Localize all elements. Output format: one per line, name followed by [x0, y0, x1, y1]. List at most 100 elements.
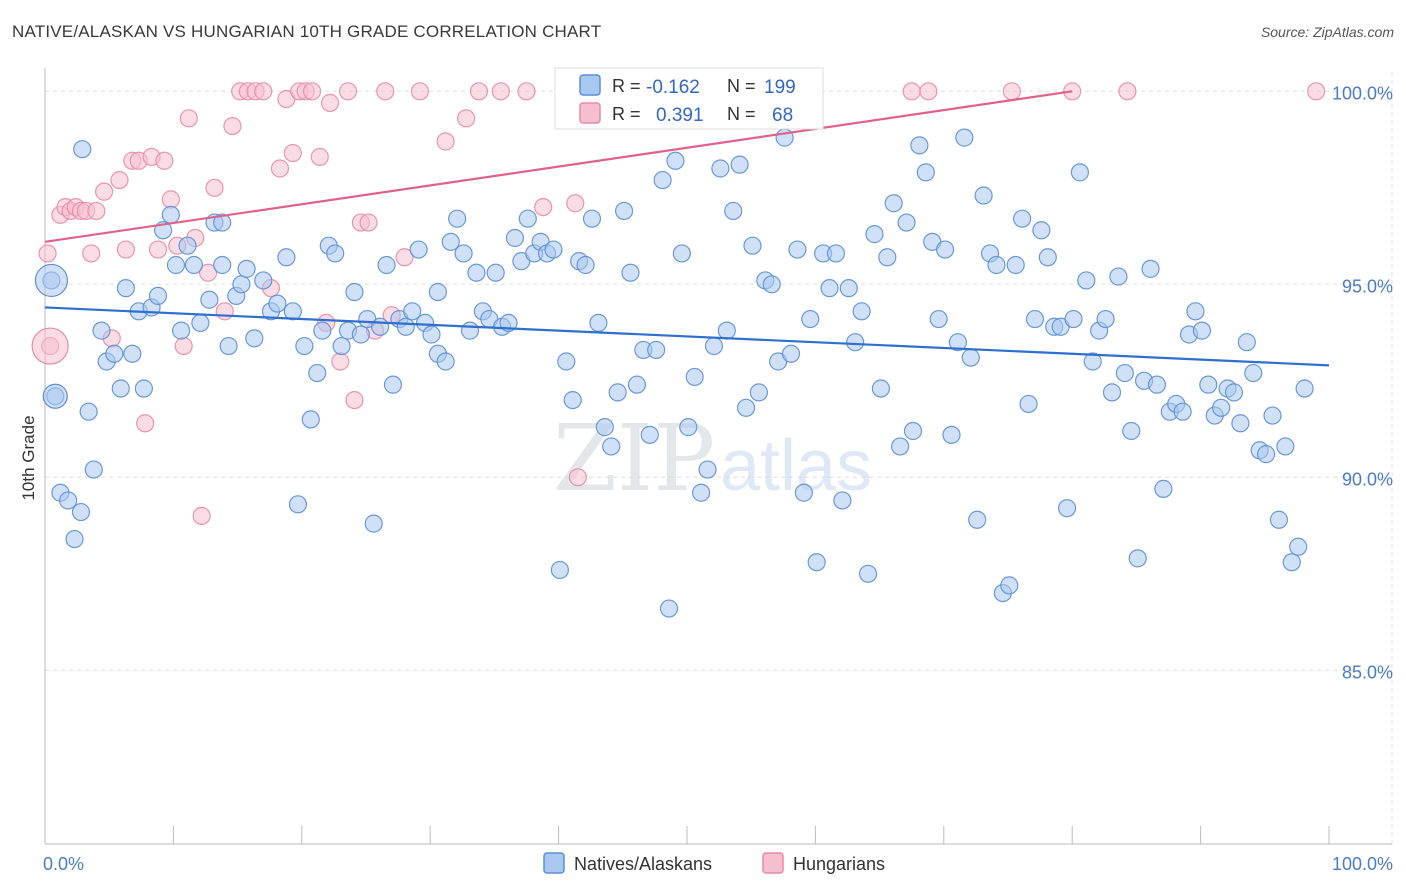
natives-point [833, 491, 852, 510]
natives-point [762, 275, 781, 294]
natives-point [268, 294, 287, 313]
natives-point [679, 418, 698, 437]
natives-point [505, 228, 525, 248]
legend-bottom-swatch-blue [543, 852, 565, 874]
natives-point [724, 201, 743, 221]
chart-title: NATIVE/ALASKAN VS HUNGARIAN 10TH GRADE C… [12, 22, 602, 41]
hungarians-point [1307, 82, 1326, 101]
hungarians-point [376, 82, 395, 101]
natives-point [653, 170, 672, 190]
natives-point [1186, 302, 1205, 321]
hungarians-point [223, 116, 242, 136]
y-tick-label-1: 95.0% [1342, 276, 1393, 296]
hungarians-point [320, 93, 340, 112]
natives-point [213, 255, 232, 275]
natives-point [685, 367, 704, 387]
natives-point [968, 510, 987, 529]
hungarians-point [116, 240, 135, 259]
natives-point [59, 491, 78, 510]
hungarians-point [534, 198, 553, 217]
natives-point [288, 495, 308, 514]
natives-point [595, 418, 614, 437]
legend-n-label-2: N = [727, 104, 756, 124]
natives-point [659, 599, 679, 618]
natives-point [935, 240, 955, 259]
natives-point [1128, 549, 1147, 568]
hungarians-point [331, 352, 350, 371]
natives-point [1256, 445, 1276, 464]
hungarians-point [469, 82, 489, 101]
natives-point [794, 483, 813, 502]
natives-trend-line [44, 306, 1330, 367]
natives-point [486, 263, 505, 282]
hungarians-point [198, 263, 218, 282]
legend-n-value-1: 199 [764, 77, 796, 98]
natives-point [820, 279, 839, 298]
natives-point [213, 213, 232, 232]
hungarians-point [31, 327, 69, 365]
natives-point [614, 201, 634, 221]
hungarians-point [436, 132, 455, 151]
natives-point [396, 317, 415, 336]
natives-point [42, 383, 68, 409]
natives-point [283, 302, 302, 321]
natives-point [254, 271, 273, 290]
natives-point [1282, 553, 1301, 572]
series-natives-alaskans [34, 128, 1314, 618]
natives-point [1276, 437, 1295, 456]
hungarians-point [359, 213, 378, 232]
x-tick-label-1: 100.0% [1332, 854, 1393, 874]
hungarians-point [82, 244, 101, 263]
natives-point [1032, 221, 1051, 240]
natives-point [134, 379, 153, 398]
hungarians-point [155, 151, 174, 170]
natives-point [448, 209, 467, 228]
natives-point [807, 553, 826, 572]
hungarians-point [566, 194, 585, 213]
natives-point [1263, 406, 1282, 425]
y-tick-labels: 100.0% 95.0% 90.0% 85.0% [1332, 83, 1393, 682]
natives-point [1077, 271, 1096, 290]
natives-point [987, 255, 1006, 275]
natives-point [295, 336, 314, 356]
hungarians-point [457, 109, 476, 128]
natives-point [1070, 163, 1090, 182]
hungarians-point [38, 244, 57, 263]
natives-point [403, 302, 422, 321]
natives-point [313, 321, 332, 340]
hungarians-point [205, 178, 224, 197]
hungarians-point [310, 147, 329, 167]
natives-point [1212, 398, 1231, 417]
legend-n-label-1: N = [727, 76, 756, 96]
legend-r-value-2: 0.391 [656, 105, 704, 126]
natives-point [467, 263, 486, 282]
axes [44, 68, 1392, 845]
natives-point [743, 236, 762, 255]
hungarians-point [902, 82, 921, 101]
legend-swatch-pink [579, 102, 601, 124]
natives-point [460, 321, 480, 340]
legend-bottom: Natives/Alaskans Hungarians [543, 852, 885, 874]
hungarians-point [395, 248, 414, 267]
hungarians-point [179, 109, 198, 128]
natives-point [1154, 479, 1173, 498]
legend-bottom-label-natives: Natives/Alaskans [574, 854, 712, 874]
hungarians-point [94, 182, 114, 201]
natives-point [200, 290, 219, 309]
gridlines [45, 72, 1393, 844]
hungarians-point [491, 82, 510, 101]
natives-point [111, 379, 130, 398]
x-tick-label-0: 0.0% [43, 854, 84, 874]
natives-point [518, 209, 537, 228]
natives-point [1231, 414, 1250, 433]
natives-point [903, 421, 923, 441]
natives-point [428, 282, 448, 302]
natives-point [1000, 576, 1019, 595]
hungarians-point [345, 391, 364, 410]
natives-point [781, 344, 801, 363]
hungarians-point [148, 240, 168, 259]
natives-point [916, 163, 935, 182]
natives-point [436, 352, 455, 371]
hungarians-point [254, 82, 273, 101]
natives-point [191, 313, 210, 332]
